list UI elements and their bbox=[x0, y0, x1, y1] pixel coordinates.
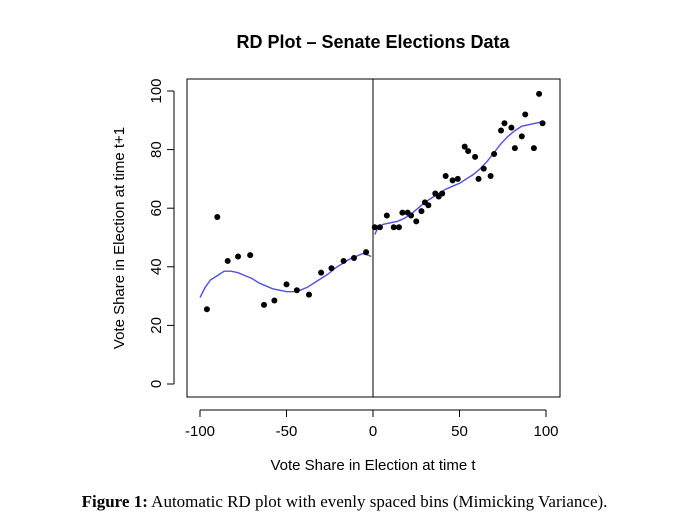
data-point bbox=[536, 90, 543, 97]
x-axis-label: Vote Share in Election at time t bbox=[270, 457, 476, 474]
data-point bbox=[439, 190, 446, 197]
data-point bbox=[340, 257, 347, 264]
data-point bbox=[376, 224, 383, 231]
data-point bbox=[465, 148, 472, 155]
data-point bbox=[425, 202, 432, 209]
data-point bbox=[475, 175, 482, 182]
data-point bbox=[518, 133, 525, 140]
data-point bbox=[235, 253, 242, 260]
chart-title: RD Plot – Senate Elections Data bbox=[236, 32, 510, 52]
data-point bbox=[214, 213, 221, 220]
data-point bbox=[418, 208, 425, 215]
data-point bbox=[390, 224, 397, 231]
y-axis-label: Vote Share in Election at time t+1 bbox=[111, 127, 128, 349]
data-point bbox=[522, 111, 529, 118]
x-tick-label: -50 bbox=[276, 423, 298, 440]
data-point bbox=[293, 287, 300, 294]
caption-text: Automatic RD plot with evenly spaced bin… bbox=[147, 492, 608, 511]
data-point bbox=[283, 281, 290, 288]
data-point bbox=[224, 257, 231, 264]
y-tick-label: 100 bbox=[148, 78, 165, 103]
data-point bbox=[413, 218, 420, 225]
data-point bbox=[454, 175, 461, 182]
y-axis: 0 20 40 60 80 100 bbox=[148, 78, 175, 388]
y-tick-label: 60 bbox=[148, 200, 165, 217]
caption-label: Figure 1: bbox=[81, 492, 148, 511]
data-point bbox=[371, 224, 378, 231]
y-tick-label: 0 bbox=[148, 380, 165, 388]
x-tick-label: 100 bbox=[533, 423, 558, 440]
data-point bbox=[511, 145, 518, 152]
x-tick-label: 0 bbox=[369, 423, 377, 440]
x-axis: -100 -50 0 50 100 bbox=[185, 409, 559, 440]
data-points bbox=[203, 90, 546, 313]
data-point bbox=[399, 209, 406, 216]
data-point bbox=[395, 224, 402, 231]
data-point bbox=[383, 212, 390, 219]
data-point bbox=[442, 172, 449, 179]
y-tick-label: 80 bbox=[148, 141, 165, 158]
data-point bbox=[530, 145, 537, 152]
data-point bbox=[508, 124, 515, 131]
data-point bbox=[498, 127, 505, 134]
data-point bbox=[350, 255, 357, 262]
data-point bbox=[501, 120, 508, 127]
data-point bbox=[261, 301, 268, 308]
data-point bbox=[363, 249, 370, 256]
data-point bbox=[461, 143, 468, 150]
fit-right-line bbox=[374, 121, 543, 235]
data-point bbox=[318, 269, 325, 276]
data-point bbox=[480, 165, 487, 172]
data-point bbox=[491, 150, 498, 157]
data-point bbox=[247, 252, 254, 259]
data-point bbox=[472, 153, 479, 160]
rd-plot: RD Plot – Senate Elections Data 0 20 40 60 8… bbox=[111, 32, 561, 474]
fit-lines bbox=[199, 121, 543, 298]
data-point bbox=[408, 212, 415, 219]
data-point bbox=[487, 172, 494, 179]
data-point bbox=[449, 177, 456, 184]
data-point bbox=[328, 265, 335, 272]
figure-caption: Figure 1: Automatic RD plot with evenly … bbox=[0, 492, 689, 512]
y-tick-label: 20 bbox=[148, 317, 165, 334]
y-tick-label: 40 bbox=[148, 258, 165, 275]
data-point bbox=[203, 306, 210, 313]
x-tick-label: -100 bbox=[185, 423, 215, 440]
x-tick-label: 50 bbox=[451, 423, 468, 440]
data-point bbox=[539, 120, 546, 127]
data-point bbox=[305, 291, 312, 298]
data-point bbox=[271, 297, 278, 304]
